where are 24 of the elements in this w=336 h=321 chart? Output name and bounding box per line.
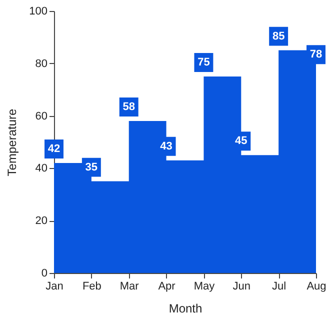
data-label: 78 (310, 48, 322, 61)
y-tick-label: 60 (35, 110, 48, 122)
data-label: 42 (48, 142, 60, 155)
y-tick-label: 0 (41, 268, 48, 280)
x-tick-label: Jul (272, 280, 286, 292)
data-label: 58 (122, 101, 135, 114)
y-tick-label: 40 (35, 162, 48, 175)
y-tick-label: 20 (35, 215, 48, 228)
x-tick-label: Apr (158, 280, 176, 292)
x-tick-label: Jan (46, 280, 64, 292)
data-label: 35 (85, 161, 98, 174)
data-label: 85 (272, 30, 285, 42)
data-label: 43 (160, 140, 172, 152)
x-tick-label: Aug (306, 280, 326, 292)
y-axis-title: Temperature (5, 108, 20, 176)
x-tick-label: Mar (120, 280, 140, 292)
data-label: 45 (235, 135, 248, 148)
x-tick-label: May (194, 280, 216, 292)
x-tick-label: Jun (232, 280, 251, 292)
data-label: 75 (198, 56, 210, 68)
x-tick-label: Feb (82, 280, 102, 292)
y-tick-label: 80 (35, 58, 48, 70)
x-axis-title: Month (168, 302, 202, 316)
y-tick-label: 100 (29, 6, 48, 18)
